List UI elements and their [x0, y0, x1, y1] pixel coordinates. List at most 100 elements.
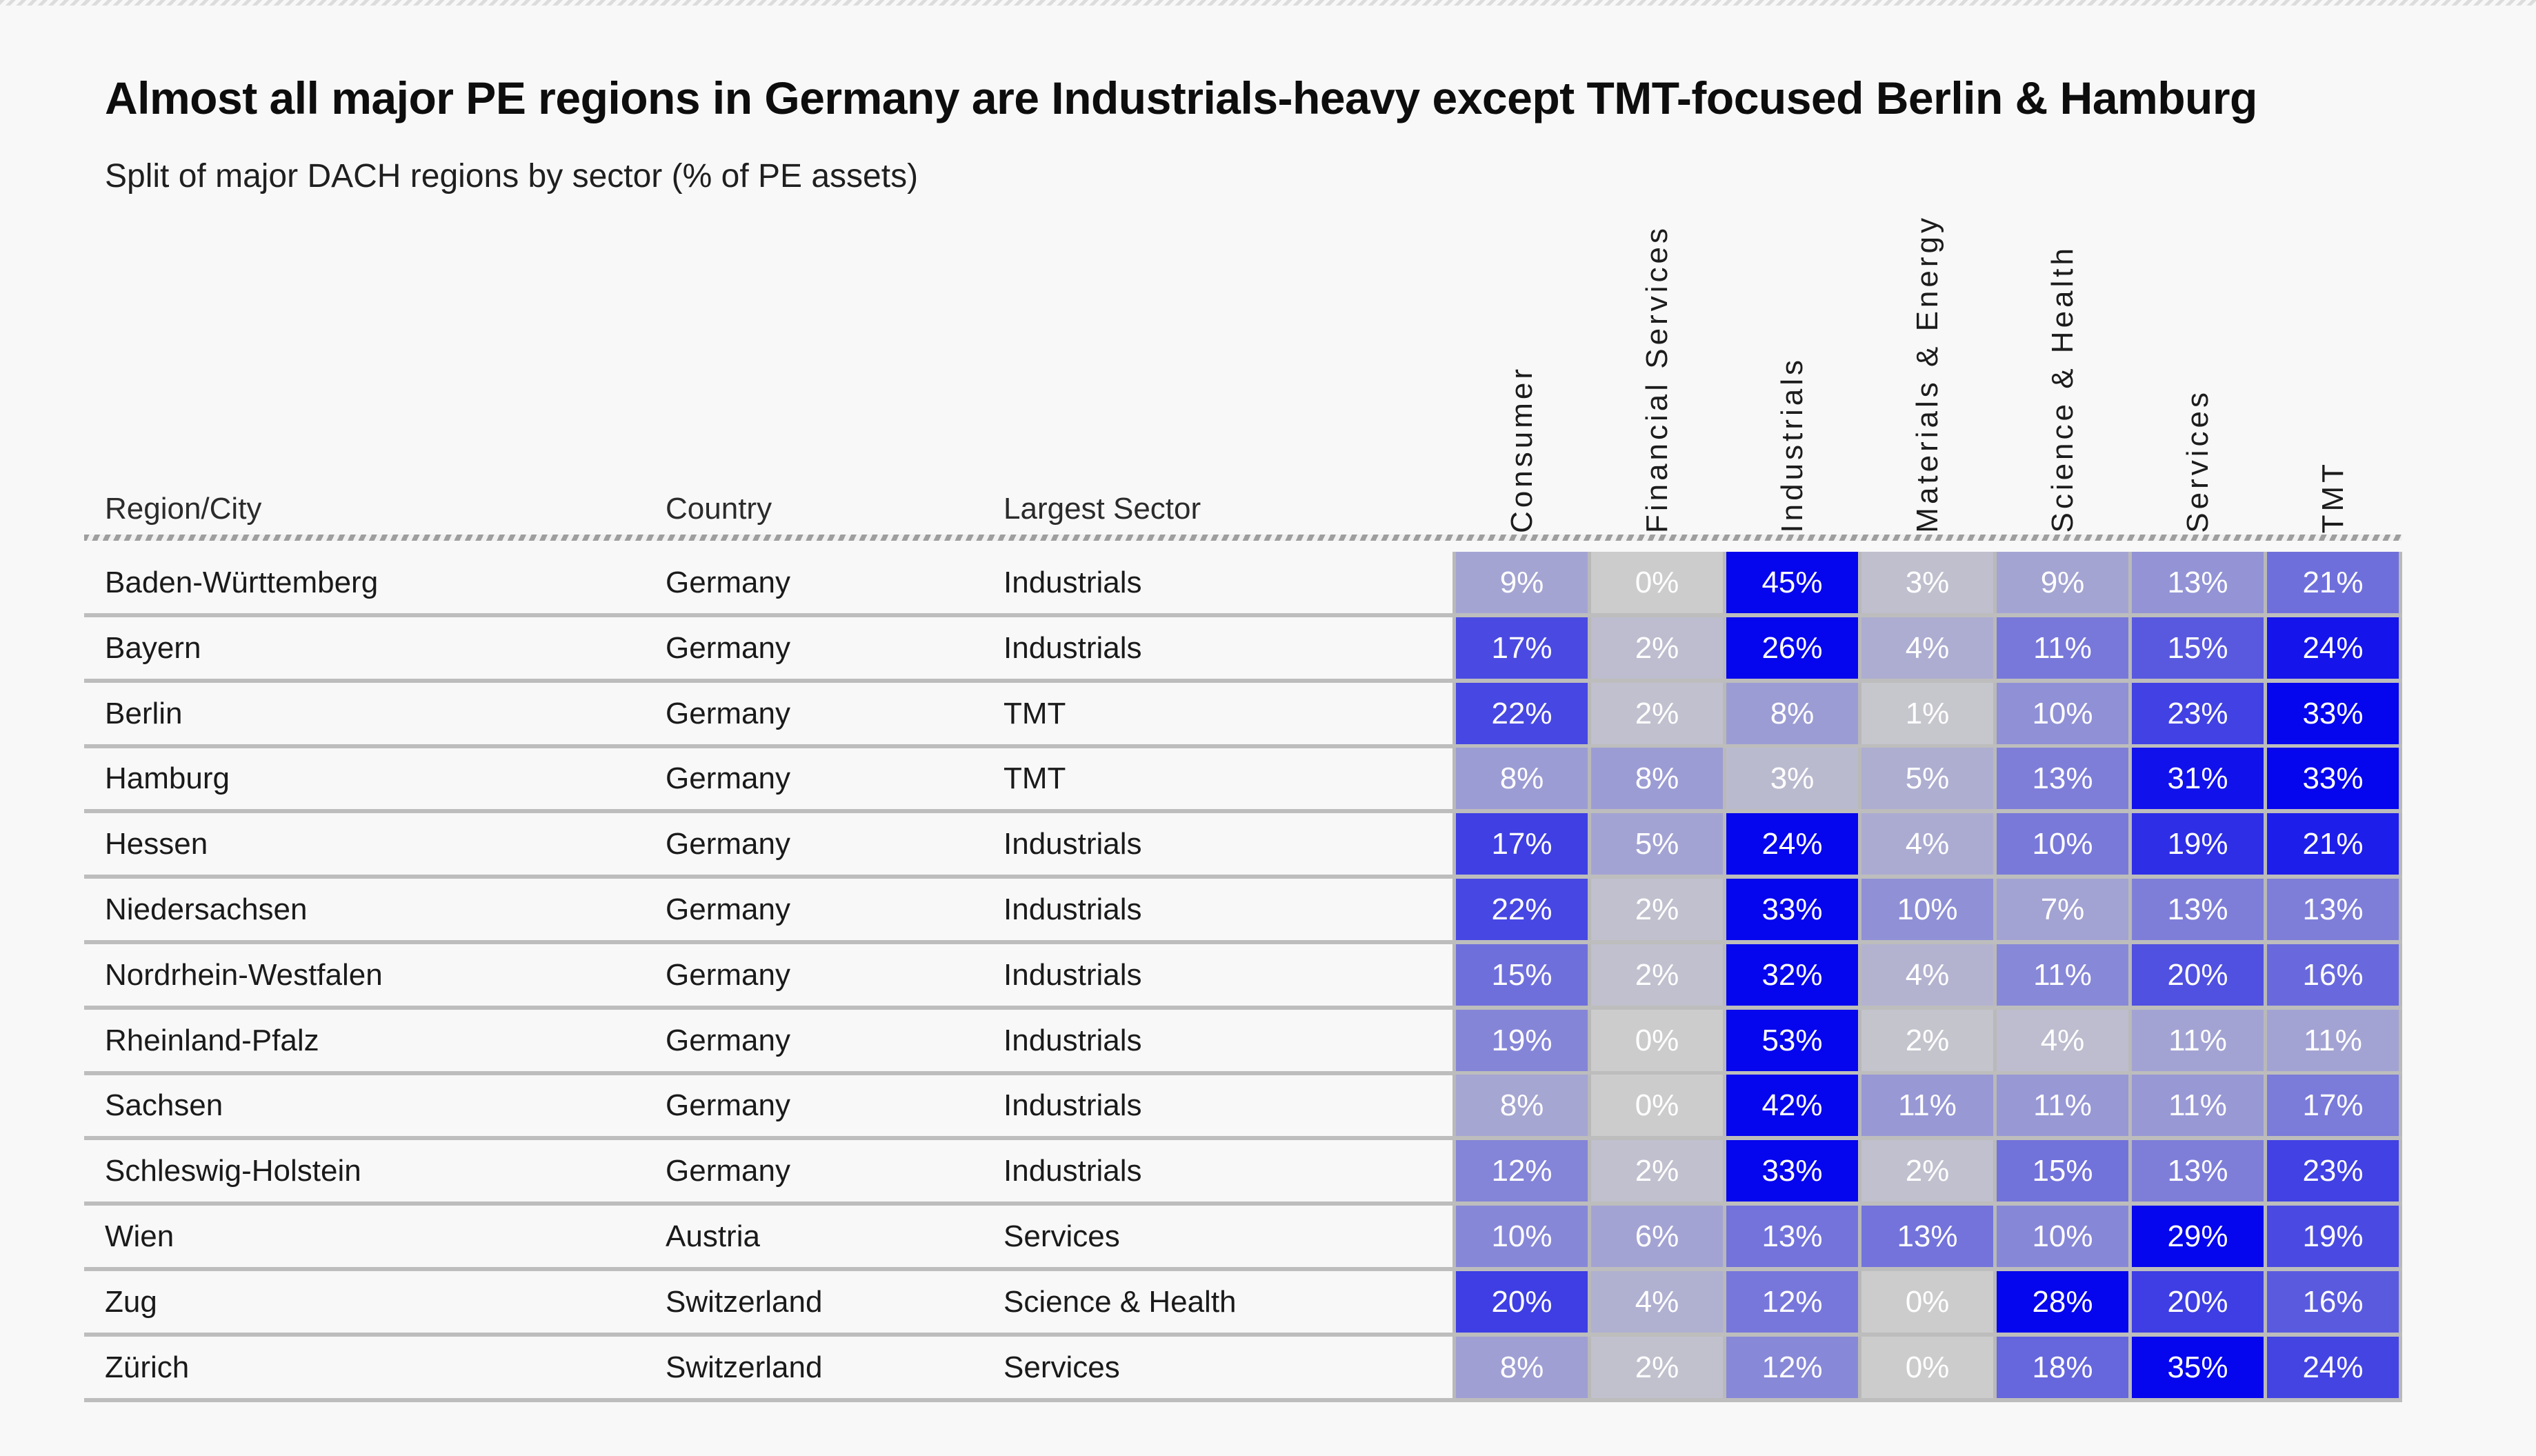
page-subtitle: Split of major DACH regions by sector (%…: [105, 158, 919, 195]
heatmap-cell: 0%: [1591, 1010, 1723, 1071]
row-country-label: Germany: [666, 631, 790, 665]
heatmap-cell: 13%: [1997, 748, 2128, 809]
row-region-label: Nordrhein-Westfalen: [105, 958, 383, 992]
row-country-label: Germany: [666, 697, 790, 730]
heatmap-cell: 8%: [1591, 748, 1723, 809]
sector-column-header-label: Services: [2180, 389, 2215, 533]
heatmap-cell: 11%: [1997, 944, 2128, 1006]
heatmap-cell: 5%: [1591, 813, 1723, 875]
heatmap-cell: 18%: [1997, 1337, 2128, 1398]
heatmap-cell: 4%: [1997, 1010, 2128, 1071]
column-header-region: Region/City: [105, 492, 262, 526]
heatmap-cell: 0%: [1861, 1271, 1993, 1333]
heatmap-cell: 9%: [1997, 552, 2128, 613]
table-row: Hamburg Germany TMT 8% 8% 3% 5% 13% 31% 33%: [84, 748, 2402, 813]
heatmap-cell: 1%: [1861, 683, 1993, 744]
heatmap-cell: 15%: [1997, 1140, 2128, 1201]
row-country-label: Germany: [666, 958, 790, 992]
heatmap-cell: 24%: [2267, 1337, 2399, 1398]
heatmap-cell: 22%: [1456, 683, 1588, 744]
table-row: Schleswig-Holstein Germany Industrials 12% 2…: [84, 1140, 2402, 1206]
heatmap-cell: 2%: [1861, 1010, 1993, 1071]
heatmap-cell: 2%: [1591, 683, 1723, 744]
heatmap-cell: 4%: [1591, 1271, 1723, 1333]
heatmap-cell: 53%: [1726, 1010, 1858, 1071]
heatmap-cell: 12%: [1726, 1271, 1858, 1333]
heatmap-cell: 17%: [2267, 1075, 2399, 1136]
table-row: Sachsen Germany Industrials 8% 0% 42% 11% 11% 11…: [84, 1075, 2402, 1140]
heatmap-cell: 10%: [1456, 1206, 1588, 1267]
heatmap-cell: 11%: [1997, 1075, 2128, 1136]
heatmap-cell: 12%: [1726, 1337, 1858, 1398]
heatmap-cell: 29%: [2132, 1206, 2264, 1267]
heatmap-cell: 13%: [2267, 879, 2399, 940]
heatmap-cell: 8%: [1456, 1075, 1588, 1136]
heatmap-cell: 31%: [2132, 748, 2264, 809]
sector-column-header-label: Science & Health: [2045, 245, 2079, 533]
heatmap-cell: 35%: [2132, 1337, 2264, 1398]
row-region-label: Bayern: [105, 631, 201, 665]
heatmap-cell: 2%: [1591, 1337, 1723, 1398]
heatmap-cell: 3%: [1726, 748, 1858, 809]
heatmap-cell: 6%: [1591, 1206, 1723, 1267]
heatmap-cell: 20%: [2132, 944, 2264, 1006]
heatmap-cell: 4%: [1861, 813, 1993, 875]
sector-column-header-label: Materials & Energy: [1910, 215, 1944, 533]
heatmap-cell: 7%: [1997, 879, 2128, 940]
header-separator-dashed-line: [84, 535, 2402, 541]
row-country-label: Germany: [666, 892, 790, 926]
row-sector-label: Services: [1004, 1219, 1120, 1253]
heatmap-cell: 3%: [1861, 552, 1993, 613]
heatmap-cell: 0%: [1591, 1075, 1723, 1136]
row-sector-label: Industrials: [1004, 1154, 1142, 1188]
heatmap-cell: 20%: [1456, 1271, 1588, 1333]
sector-column-header: TMT: [2267, 88, 2399, 533]
heatmap-cell: 17%: [1456, 617, 1588, 679]
table-row: Bayern Germany Industrials 17% 2% 26% 4% 11% 15%…: [84, 617, 2402, 683]
row-region-label: Baden-Württemberg: [105, 566, 379, 599]
table-row: Wien Austria Services 10% 6% 13% 13% 10% 29% 19%: [84, 1206, 2402, 1271]
heatmap-cell: 26%: [1726, 617, 1858, 679]
heatmap-cell: 16%: [2267, 944, 2399, 1006]
heatmap-cell: 2%: [1591, 617, 1723, 679]
heatmap-cell: 24%: [1726, 813, 1858, 875]
heatmap-cell: 23%: [2132, 683, 2264, 744]
heatmap-cell: 12%: [1456, 1140, 1588, 1201]
heatmap-cell: 10%: [1997, 813, 2128, 875]
sector-column-header: Materials & Energy: [1861, 88, 1993, 533]
row-region-label: Wien: [105, 1219, 174, 1253]
table-row: Baden-Württemberg Germany Industrials 9% 0% 4…: [84, 552, 2402, 617]
row-region-label: Zürich: [105, 1350, 190, 1384]
row-sector-label: Services: [1004, 1350, 1120, 1384]
table-row: Zug Switzerland Science & Health 20% 4% 12% 0%…: [84, 1271, 2402, 1337]
row-country-label: Germany: [666, 827, 790, 861]
heatmap-cell: 2%: [1591, 1140, 1723, 1201]
sector-column-header: Consumer: [1456, 88, 1588, 533]
heatmap-cell: 15%: [2132, 617, 2264, 679]
heatmap-cell: 4%: [1861, 617, 1993, 679]
row-sector-label: Science & Health: [1004, 1285, 1237, 1319]
row-region-label: Zug: [105, 1285, 157, 1319]
heatmap-cell: 8%: [1456, 748, 1588, 809]
heatmap-cell: 13%: [1726, 1206, 1858, 1267]
sector-column-header-label: Industrials: [1775, 357, 1809, 533]
heatmap-cell: 45%: [1726, 552, 1858, 613]
table-row: Hessen Germany Industrials 17% 5% 24% 4% 10% 19%…: [84, 813, 2402, 879]
heatmap-cell: 11%: [2132, 1075, 2264, 1136]
heatmap-cell: 13%: [2132, 879, 2264, 940]
sector-column-header: Science & Health: [1997, 88, 2128, 533]
row-country-label: Germany: [666, 1154, 790, 1188]
heatmap-cell: 10%: [1997, 683, 2128, 744]
heatmap-cell: 13%: [2132, 552, 2264, 613]
table-row: Zürich Switzerland Services 8% 2% 12% 0% 18% 35%…: [84, 1337, 2402, 1402]
row-sector-label: TMT: [1004, 761, 1066, 795]
heatmap-cell: 4%: [1861, 944, 1993, 1006]
row-sector-label: Industrials: [1004, 631, 1142, 665]
row-region-label: Sachsen: [105, 1088, 223, 1122]
heatmap-cell: 13%: [2132, 1140, 2264, 1201]
heatmap-cell: 11%: [1997, 617, 2128, 679]
row-region-label: Hamburg: [105, 761, 230, 795]
heatmap-cell: 11%: [2267, 1010, 2399, 1071]
row-region-label: Berlin: [105, 697, 183, 730]
heatmap-cell: 10%: [1861, 879, 1993, 940]
